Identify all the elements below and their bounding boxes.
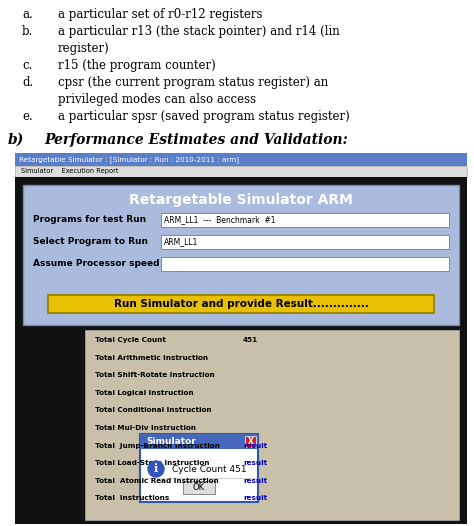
Text: Cycle Count 451: Cycle Count 451 (172, 464, 246, 473)
Text: result: result (243, 442, 267, 449)
Text: Retargetable Simulator : [Simulator : Run : 2010-2011 : arm]: Retargetable Simulator : [Simulator : Ru… (19, 156, 239, 163)
Text: Total Logical Instruction: Total Logical Instruction (95, 390, 193, 396)
Text: Retargetable Simulator ARM: Retargetable Simulator ARM (129, 193, 353, 207)
FancyBboxPatch shape (15, 153, 467, 166)
Text: Total  Instructions: Total Instructions (95, 495, 169, 501)
Text: Run Simulator and provide Result..............: Run Simulator and provide Result........… (114, 299, 368, 309)
Text: b.: b. (22, 25, 33, 38)
Text: X: X (247, 437, 254, 446)
FancyBboxPatch shape (15, 177, 467, 524)
Text: Total Cycle Count: Total Cycle Count (95, 337, 166, 343)
Text: e.: e. (22, 110, 33, 123)
Text: Total Load-Store Instruction: Total Load-Store Instruction (95, 460, 210, 466)
Text: result: result (243, 460, 267, 466)
Text: Total Conditional Instruction: Total Conditional Instruction (95, 408, 211, 413)
Text: b): b) (8, 133, 24, 147)
Text: Total Mul-Div Instruction: Total Mul-Div Instruction (95, 425, 196, 431)
Text: a.: a. (22, 8, 33, 21)
Text: Total  Atomic Read Instruction: Total Atomic Read Instruction (95, 478, 219, 484)
Text: result: result (243, 478, 267, 484)
Text: a particular r13 (the stack pointer) and r14 (lin: a particular r13 (the stack pointer) and… (58, 25, 340, 38)
FancyBboxPatch shape (161, 213, 449, 227)
Text: i: i (154, 463, 158, 474)
Text: Assume Processor speed: Assume Processor speed (33, 259, 159, 268)
Text: ARM_LL1  ---  Benchmark  #1: ARM_LL1 --- Benchmark #1 (164, 216, 275, 225)
FancyBboxPatch shape (245, 436, 256, 447)
Text: c.: c. (22, 59, 32, 72)
FancyBboxPatch shape (140, 434, 258, 502)
Text: OK: OK (193, 483, 205, 492)
Text: Performance Estimates and Validation:: Performance Estimates and Validation: (44, 133, 348, 147)
FancyBboxPatch shape (23, 185, 459, 325)
Text: Total Arithmetic Instruction: Total Arithmetic Instruction (95, 355, 208, 361)
Text: a particular set of r0-r12 registers: a particular set of r0-r12 registers (58, 8, 263, 21)
Text: cpsr (the current program status register) an: cpsr (the current program status registe… (58, 76, 328, 89)
Text: privileged modes can also access: privileged modes can also access (58, 93, 256, 106)
Text: result: result (243, 495, 267, 501)
FancyBboxPatch shape (15, 166, 467, 177)
Text: 451: 451 (243, 337, 258, 343)
Text: d.: d. (22, 76, 33, 89)
Text: Simulator: Simulator (146, 437, 196, 446)
Circle shape (148, 461, 164, 477)
FancyBboxPatch shape (85, 330, 459, 520)
FancyBboxPatch shape (161, 235, 449, 249)
FancyBboxPatch shape (140, 434, 258, 449)
Text: Simulator    Execution Report: Simulator Execution Report (21, 168, 118, 175)
Text: a particular spsr (saved program status register): a particular spsr (saved program status … (58, 110, 350, 123)
Text: Total  Jump-Branch Instruction: Total Jump-Branch Instruction (95, 442, 220, 449)
Text: Programs for test Run: Programs for test Run (33, 216, 146, 225)
FancyBboxPatch shape (183, 481, 215, 494)
Text: register): register) (58, 42, 110, 55)
FancyBboxPatch shape (161, 257, 449, 271)
FancyBboxPatch shape (48, 295, 434, 313)
Text: ARM_LL1: ARM_LL1 (164, 238, 199, 247)
Text: Select Program to Run: Select Program to Run (33, 238, 148, 247)
Text: Total Shift-Rotate Instruction: Total Shift-Rotate Instruction (95, 372, 215, 378)
Text: r15 (the program counter): r15 (the program counter) (58, 59, 216, 72)
